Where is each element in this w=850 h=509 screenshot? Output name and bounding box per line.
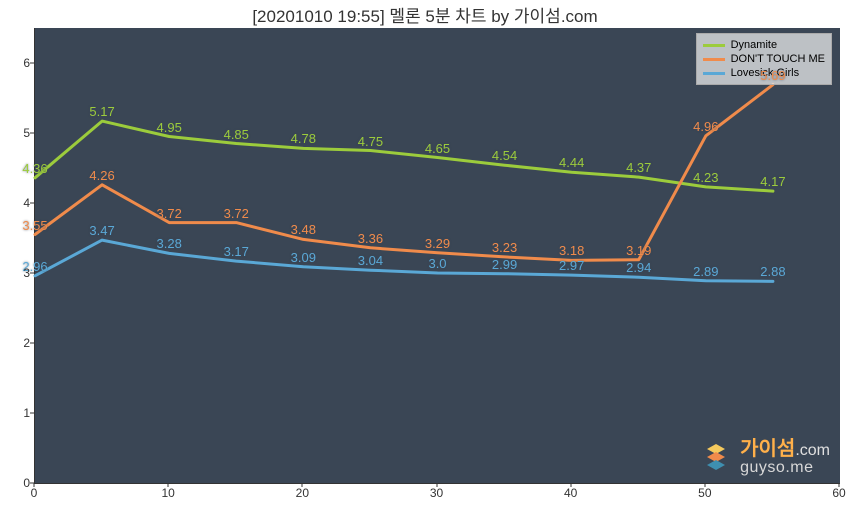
data-label: 4.85 [224, 127, 249, 142]
data-label: 3.72 [224, 206, 249, 221]
data-label: 3.36 [358, 231, 383, 246]
y-tick-label: 4 [6, 196, 30, 210]
logo-line1: 가이섬.com [740, 439, 830, 460]
chart-title: [20201010 19:55] 멜론 5분 차트 by 가이섬.com [0, 2, 850, 27]
series-line-0 [35, 121, 773, 191]
legend-item: Dynamite [703, 38, 825, 52]
y-tick-mark [30, 273, 34, 274]
logo-icon [698, 440, 734, 476]
x-tick-mark [570, 483, 571, 487]
data-label: 3.28 [157, 236, 182, 251]
data-label: 3.0 [428, 256, 446, 271]
y-tick-label: 2 [6, 336, 30, 350]
legend-swatch-0 [703, 44, 725, 47]
x-tick-label: 10 [161, 486, 174, 500]
y-tick-label: 3 [6, 266, 30, 280]
data-label: 4.78 [291, 131, 316, 146]
data-label: 4.36 [22, 161, 47, 176]
data-label: 4.95 [157, 120, 182, 135]
chart-container: [20201010 19:55] 멜론 5분 차트 by 가이섬.com Dyn… [0, 0, 850, 509]
x-tick-mark [704, 483, 705, 487]
x-tick-label: 50 [698, 486, 711, 500]
y-tick-mark [30, 413, 34, 414]
x-tick-mark [302, 483, 303, 487]
watermark-logo: 가이섬.com guyso.me [698, 439, 830, 477]
x-tick-label: 40 [564, 486, 577, 500]
data-label: 4.23 [693, 170, 718, 185]
data-label: 3.17 [224, 244, 249, 259]
y-tick-label: 6 [6, 56, 30, 70]
x-tick-label: 0 [31, 486, 38, 500]
data-label: 4.44 [559, 155, 584, 170]
data-label: 4.75 [358, 134, 383, 149]
data-label: 2.97 [559, 258, 584, 273]
logo-line2: guyso.me [740, 460, 830, 477]
data-label: 3.29 [425, 236, 450, 251]
logo-line1-ko: 가이섬 [740, 438, 795, 460]
data-label: 2.88 [760, 264, 785, 279]
legend-item: DON'T TOUCH ME [703, 52, 825, 66]
data-label: 4.26 [89, 168, 114, 183]
data-label: 4.17 [760, 174, 785, 189]
data-label: 2.94 [626, 260, 651, 275]
data-label: 3.47 [89, 223, 114, 238]
data-label: 3.18 [559, 243, 584, 258]
data-label: 3.48 [291, 222, 316, 237]
x-tick-label: 60 [832, 486, 845, 500]
logo-line1-suffix: .com [795, 442, 830, 459]
series-line-2 [35, 240, 773, 281]
data-label: 3.04 [358, 253, 383, 268]
y-tick-label: 5 [6, 126, 30, 140]
data-label: 2.99 [492, 257, 517, 272]
logo-text: 가이섬.com guyso.me [740, 439, 830, 477]
legend-swatch-1 [703, 58, 725, 61]
data-label: 3.72 [157, 206, 182, 221]
data-label: 3.55 [22, 218, 47, 233]
data-label: 4.54 [492, 148, 517, 163]
data-label: 5.17 [89, 104, 114, 119]
legend-label: Dynamite [731, 39, 777, 51]
plot-area: Dynamite DON'T TOUCH ME Lovesick Girls [34, 28, 840, 484]
y-tick-label: 1 [6, 406, 30, 420]
y-tick-mark [30, 63, 34, 64]
x-tick-label: 20 [296, 486, 309, 500]
data-label: 2.89 [693, 264, 718, 279]
data-label: 4.37 [626, 160, 651, 175]
data-label: 3.19 [626, 243, 651, 258]
legend-swatch-2 [703, 72, 725, 75]
data-label: 5.69 [760, 68, 785, 83]
y-tick-mark [30, 343, 34, 344]
data-label: 3.23 [492, 240, 517, 255]
series-line-1 [35, 85, 773, 261]
data-label: 4.96 [693, 119, 718, 134]
x-tick-mark [839, 483, 840, 487]
y-tick-mark [30, 203, 34, 204]
x-tick-label: 30 [430, 486, 443, 500]
x-tick-mark [436, 483, 437, 487]
y-tick-label: 0 [6, 476, 30, 490]
data-label: 4.65 [425, 141, 450, 156]
y-tick-mark [30, 133, 34, 134]
legend-label: DON'T TOUCH ME [731, 53, 825, 65]
x-tick-mark [34, 483, 35, 487]
x-tick-mark [168, 483, 169, 487]
data-label: 3.09 [291, 250, 316, 265]
